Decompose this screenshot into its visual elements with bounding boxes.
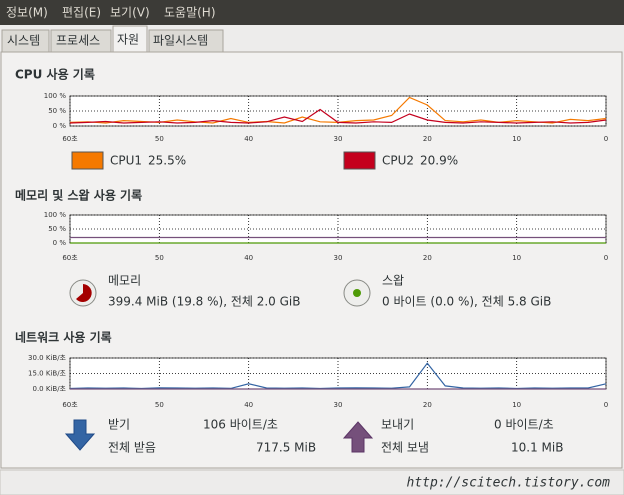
- statusbar: [0, 469, 624, 495]
- x-tick-label: 50: [155, 401, 164, 409]
- x-tick-label: 30: [334, 254, 343, 262]
- menu-item[interactable]: 정보(M): [6, 6, 48, 20]
- receive-rate: 106 바이트/초: [203, 418, 278, 432]
- send-icon: [342, 421, 374, 453]
- send-rate: 0 바이트/초: [494, 418, 554, 432]
- x-tick-label: 40: [244, 401, 253, 409]
- menu-item[interactable]: 도움말(H): [164, 6, 216, 20]
- x-tick-label: 30: [334, 135, 343, 143]
- y-tick-label: 0 %: [53, 122, 67, 130]
- x-tick-label: 10: [512, 401, 521, 409]
- legend-label: CPU1: [110, 154, 142, 168]
- section-title: 네트워크 사용 기록: [15, 330, 112, 345]
- legend-swatch: [343, 151, 376, 170]
- status-text: http://scitech.tistory.com: [407, 476, 611, 491]
- y-tick-label: 50 %: [48, 107, 66, 115]
- x-tick-label: 40: [244, 135, 253, 143]
- x-tick-label: 0: [604, 135, 608, 143]
- y-tick-label: 100 %: [44, 211, 67, 219]
- receive-label: 받기: [108, 418, 130, 432]
- x-tick-label: 20: [423, 254, 432, 262]
- x-tick-label: 10: [512, 254, 521, 262]
- menubar: [0, 0, 624, 25]
- x-tick-label: 40: [244, 254, 253, 262]
- swap-detail: 0 바이트 (0.0 %), 전체 5.8 GiB: [382, 295, 551, 309]
- swap-icon-dot: [353, 289, 361, 297]
- y-tick-label: 30.0 KiB/초: [28, 354, 67, 362]
- x-tick-label: 20: [423, 135, 432, 143]
- legend-value: 25.5%: [148, 154, 186, 168]
- tab-active[interactable]: [112, 25, 148, 54]
- send-total: 10.1 MiB: [511, 441, 563, 455]
- send-label: 보내기: [381, 418, 414, 432]
- send-total-label: 전체 보냄: [381, 441, 429, 455]
- section-title: CPU 사용 기록: [15, 67, 95, 82]
- y-tick-label: 0 %: [53, 239, 67, 247]
- y-tick-label: 100 %: [44, 92, 67, 100]
- x-tick-label: 0: [604, 254, 608, 262]
- x-tick-label: 60초: [62, 401, 78, 409]
- memory-icon-wedge: [76, 284, 92, 302]
- tab-label[interactable]: 프로세스: [56, 34, 100, 48]
- tab-label[interactable]: 파일시스템: [153, 34, 208, 48]
- x-tick-label: 10: [512, 135, 521, 143]
- y-tick-label: 15.0 KiB/초: [28, 370, 67, 378]
- memory-detail: 399.4 MiB (19.8 %), 전체 2.0 GiB: [108, 295, 301, 309]
- x-tick-label: 30: [334, 401, 343, 409]
- legend-value: 20.9%: [420, 154, 458, 168]
- menu-item[interactable]: 보기(V): [110, 6, 150, 20]
- menu-item[interactable]: 편집(E): [62, 6, 101, 20]
- x-tick-label: 60초: [62, 254, 78, 262]
- y-tick-label: 0.0 KiB/초: [33, 385, 67, 393]
- series-line: [69, 108, 607, 124]
- swap-label: 스왑: [382, 274, 404, 288]
- legend-label: CPU2: [382, 154, 414, 168]
- section-title: 메모리 및 스왑 사용 기록: [15, 188, 142, 203]
- receive-total-label: 전체 받음: [108, 441, 156, 455]
- tab-label[interactable]: 자원: [117, 33, 139, 47]
- x-tick-label: 0: [604, 401, 608, 409]
- tab-label[interactable]: 시스템: [7, 34, 40, 48]
- x-tick-label: 20: [423, 401, 432, 409]
- receive-icon: [64, 419, 96, 451]
- x-tick-label: 50: [155, 135, 164, 143]
- receive-total: 717.5 MiB: [256, 441, 316, 455]
- memory-label: 메모리: [108, 274, 141, 288]
- y-tick-label: 50 %: [48, 225, 66, 233]
- x-tick-label: 60초: [62, 135, 78, 143]
- legend-swatch: [71, 151, 104, 170]
- x-tick-label: 50: [155, 254, 164, 262]
